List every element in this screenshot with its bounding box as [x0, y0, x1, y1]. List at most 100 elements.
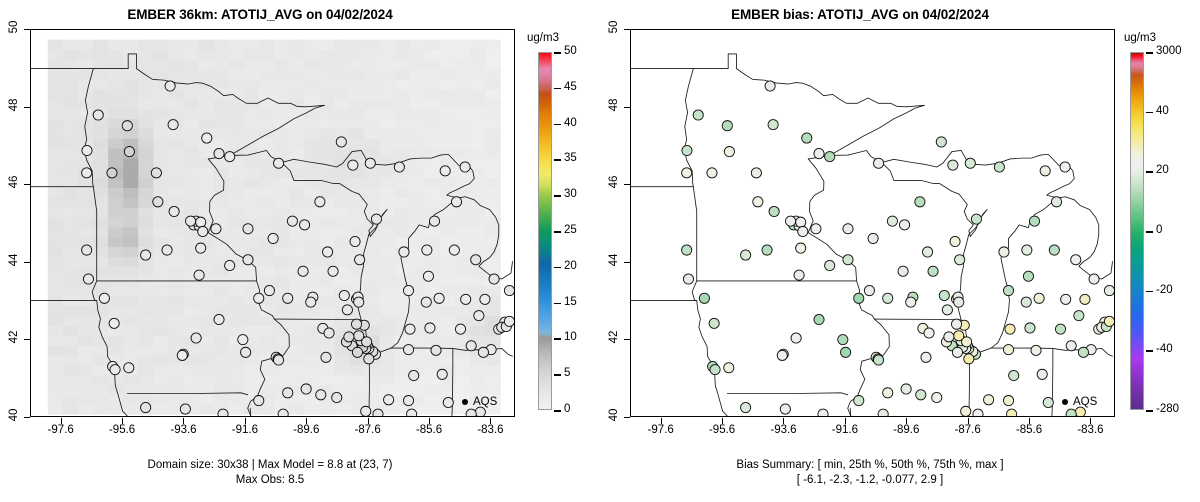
raster-cell [274, 69, 290, 80]
raster-cell [243, 167, 260, 179]
raster-cell [213, 295, 230, 307]
raster-cell [47, 167, 64, 179]
aqs-site-marker [882, 292, 894, 304]
x-tick-label-neg93.6: -93.6 [770, 424, 797, 436]
aqs-site-marker [403, 285, 415, 297]
raster-cell [258, 98, 275, 110]
raster-cell [153, 108, 169, 119]
raster-cell [304, 246, 320, 257]
raster-cell [289, 49, 305, 60]
raster-cell [379, 98, 396, 110]
raster-cell [349, 207, 366, 218]
x-tick-label-neg97.6: -97.6 [47, 424, 74, 436]
raster-cell [47, 394, 64, 405]
aqs-site-marker [793, 269, 805, 281]
raster-cell [123, 49, 139, 60]
raster-cell [470, 128, 486, 139]
raster-cell [183, 236, 200, 248]
raster-cell [198, 285, 215, 297]
raster-cell [304, 345, 320, 356]
aqs-site-marker [315, 389, 327, 401]
raster-cell [243, 69, 260, 80]
raster-cell [289, 374, 305, 386]
raster-cell [409, 79, 426, 90]
aqs-site-marker [106, 167, 118, 179]
raster-cell [93, 197, 109, 208]
raster-cell [455, 364, 471, 376]
raster-cell [424, 285, 441, 297]
map-boundary [847, 318, 890, 416]
raster-cell [198, 157, 215, 169]
raster-cell [409, 404, 426, 415]
raster-cell [47, 187, 64, 198]
raster-cell [274, 79, 290, 90]
raster-cell [424, 335, 441, 346]
aqs-site-marker [213, 148, 225, 160]
x-tick-mark [906, 418, 908, 424]
aqs-site-marker [343, 331, 355, 343]
raster-cell [153, 374, 169, 386]
aqs-site-marker [201, 132, 213, 144]
aqs-site-marker [488, 273, 500, 285]
raster-cell [228, 167, 245, 179]
x-tick-mark [660, 418, 662, 424]
aqs-site-marker [152, 196, 164, 208]
aqs-site-marker [185, 215, 197, 227]
raster-cell [77, 256, 94, 267]
raster-cell [409, 325, 426, 336]
y-tick-mark [624, 417, 630, 418]
colorbar-tick [554, 52, 561, 54]
aqs-site-marker [354, 254, 366, 266]
raster-cell [470, 285, 486, 297]
aqs-site-marker [242, 223, 254, 235]
raster-cell [77, 354, 94, 366]
raster-cell [183, 305, 200, 317]
raster-cell [108, 39, 124, 50]
raster-cell [394, 49, 411, 60]
raster-cell [47, 98, 64, 110]
raster-cell [349, 79, 366, 90]
raster-cell [153, 315, 169, 326]
raster-cell [258, 276, 275, 287]
raster-cell [364, 285, 381, 297]
raster-cell [364, 246, 381, 257]
colorbar-tick [1146, 410, 1153, 412]
raster-cell [183, 404, 200, 415]
raster-cell [153, 266, 169, 277]
raster-cell [123, 138, 139, 149]
x-tick-mark [1029, 418, 1031, 424]
raster-cell [168, 197, 185, 208]
aqs-site-marker [740, 402, 752, 414]
raster-cell [364, 305, 381, 317]
aqs-site-marker [470, 254, 482, 266]
raster-cell [334, 374, 350, 386]
aqs-site-marker [140, 402, 152, 414]
raster-cell [364, 197, 381, 208]
raster-cell [228, 49, 245, 60]
raster-cell [123, 157, 139, 169]
aqs-site-marker [210, 223, 222, 235]
raster-cell [183, 128, 200, 139]
raster-cell [153, 177, 169, 188]
raster-cell [485, 187, 501, 198]
aqs-site-marker [767, 119, 779, 131]
raster-cell [153, 157, 169, 169]
aqs-site-marker [406, 408, 418, 416]
raster-cell [439, 295, 456, 307]
colorbar-label-20: 20 [564, 259, 577, 272]
raster-cell [62, 59, 79, 70]
raster-cell [409, 167, 426, 179]
raster-cell [289, 59, 305, 70]
raster-cell [62, 404, 79, 415]
model-colorbar-units: ug/m3 [527, 32, 559, 44]
raster-cell [274, 266, 290, 277]
raster-cell [304, 354, 320, 366]
raster-cell [379, 157, 396, 169]
map-boundary [357, 196, 466, 353]
raster-cell [334, 177, 350, 188]
aqs-site-marker [790, 332, 802, 344]
raster-cell [228, 256, 245, 267]
raster-cell [258, 404, 275, 415]
raster-cell [470, 266, 486, 277]
raster-cell [108, 335, 124, 346]
